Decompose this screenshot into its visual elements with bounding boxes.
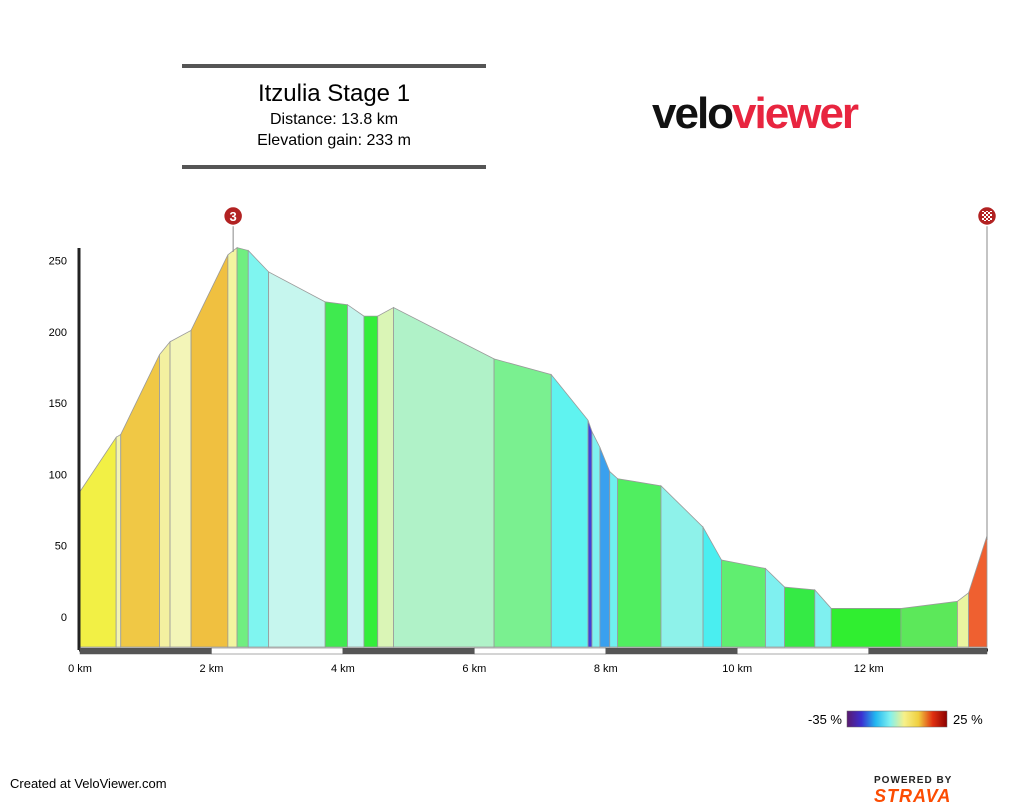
profile-segment-1 [115, 433, 122, 648]
created-at-text: Created at VeloViewer.com [10, 776, 167, 791]
scale-block-1 [211, 647, 344, 655]
scale-block-6 [868, 647, 988, 655]
legend-min-label: -35 % [808, 712, 842, 727]
profile-segment-14 [393, 306, 495, 648]
profile-segment-8 [247, 249, 270, 648]
distance-scale-bar [79, 647, 988, 655]
y-tick-label-250: 250 [49, 256, 67, 268]
profile-segment-18 [591, 431, 601, 648]
profile-segment-28 [830, 608, 902, 648]
profile-segment-11 [347, 303, 365, 648]
profile-segment-3 [159, 340, 171, 648]
title-top-rule [182, 64, 486, 68]
profile-segment-5 [190, 254, 229, 648]
profile-segment-23 [702, 525, 722, 648]
x-tick-label-0: 0 km [68, 663, 92, 675]
profile-segment-22 [660, 484, 704, 648]
legend-gradient-bar [846, 710, 948, 728]
profile-segment-16 [550, 373, 589, 648]
x-tick-label-2: 2 km [200, 663, 224, 675]
profile-segment-27 [814, 588, 832, 648]
route-title: Itzulia Stage 1 [257, 80, 411, 107]
route-elevation-gain: Elevation gain: 233 m [257, 132, 411, 149]
profile-segment-30 [957, 591, 969, 648]
profile-segment-26 [784, 586, 816, 648]
profile-segment-24 [721, 559, 766, 648]
profile-segment-25 [765, 567, 785, 648]
strava-logo: STRAVA [874, 786, 952, 806]
scale-block-2 [342, 647, 475, 655]
route-distance: Distance: 13.8 km [269, 111, 399, 128]
x-tick-label-12: 12 km [854, 663, 884, 675]
marker-label-0: 3 [230, 209, 237, 224]
profile-segment-15 [493, 358, 552, 648]
y-tick-label-150: 150 [49, 398, 67, 410]
scale-block-0 [79, 647, 212, 655]
y-tick-label-0: 0 [61, 612, 67, 624]
profile-segment-10 [324, 301, 348, 648]
powered-by-text: POWERED BY [874, 775, 953, 786]
scale-block-4 [605, 647, 738, 655]
gradient-legend: -35 % 25 % [808, 710, 983, 728]
y-tick-label-50: 50 [55, 541, 67, 553]
veloviewer-logo: veloviewer [652, 89, 859, 138]
scale-block-5 [736, 647, 869, 655]
profile-segment-12 [363, 315, 379, 648]
y-tick-labels: 0 50 100 150 200 250 [49, 256, 67, 625]
profile-segment-7 [236, 247, 249, 648]
legend-max-label: 25 % [953, 712, 983, 727]
title-bottom-rule [182, 165, 486, 169]
profile-segment-4 [169, 329, 192, 648]
profile-segment-19 [599, 447, 611, 648]
logo-part-velo: velo [652, 89, 734, 138]
scale-block-3 [474, 647, 607, 655]
profile-markers: 3 [222, 205, 998, 540]
x-tick-labels: 0 km 2 km 4 km 6 km 8 km 10 km 12 km [68, 663, 884, 675]
profile-segment-2 [120, 354, 160, 648]
finish-checker [982, 211, 992, 221]
x-tick-label-4: 4 km [331, 663, 355, 675]
x-tick-label-8: 8 km [594, 663, 618, 675]
profile-segment-31 [968, 535, 988, 648]
profile-segment-20 [609, 470, 619, 648]
profile-segment-0 [79, 436, 117, 648]
x-tick-label-6: 6 km [462, 663, 486, 675]
profile-segment-13 [377, 306, 394, 648]
profile-segment-9 [268, 271, 326, 648]
logo-part-viewer: viewer [732, 89, 859, 138]
profile-segment-21 [617, 478, 662, 648]
profile-segments [79, 246, 988, 648]
title-box: Itzulia Stage 1 Distance: 13.8 km Elevat… [182, 64, 486, 170]
profile-segment-6 [227, 246, 238, 648]
y-tick-label-200: 200 [49, 327, 67, 339]
y-tick-label-100: 100 [49, 469, 67, 481]
x-tick-label-10: 10 km [722, 663, 752, 675]
profile-segment-29 [900, 600, 958, 648]
elevation-profile-chart: 0 50 100 150 200 250 0 km 2 km 4 km 6 km 8 km 10 k… [49, 205, 998, 728]
climb-category-icon [222, 205, 244, 227]
powered-by-strava: POWERED BY STRAVA [874, 775, 1030, 807]
profile-segment-17 [587, 420, 593, 648]
